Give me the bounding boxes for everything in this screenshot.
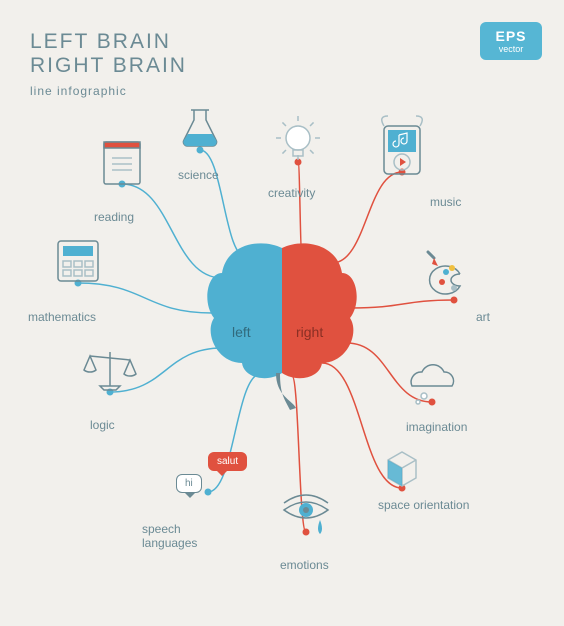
label-reading: reading [94, 210, 134, 224]
label-space: space orientation [378, 498, 469, 512]
lightbulb-icon [276, 116, 320, 160]
brain-right-label: right [296, 324, 323, 340]
scales-icon [84, 352, 136, 390]
label-music: music [430, 195, 461, 209]
label-logic: logic [90, 418, 115, 432]
music-player-icon [382, 116, 423, 174]
label-speech-2: languages [142, 536, 197, 550]
calculator-icon [58, 241, 98, 281]
brain-icon [207, 243, 356, 410]
speech-bubble-salut: salut [208, 452, 247, 471]
cube-icon [388, 452, 416, 486]
cloud-icon [411, 365, 453, 404]
label-science: science [178, 168, 219, 182]
label-emotions: emotions [280, 558, 329, 572]
label-creativity: creativity [268, 186, 315, 200]
eye-icon [284, 495, 328, 534]
label-art: art [476, 310, 490, 324]
brain-left-label: left [232, 324, 251, 340]
label-mathematics: mathematics [28, 310, 96, 324]
label-imagination: imagination [406, 420, 467, 434]
palette-icon [428, 252, 460, 294]
speech-bubble-hi: hi [176, 474, 202, 493]
book-icon [104, 142, 140, 184]
label-speech: speech [142, 522, 181, 536]
flask-icon [183, 110, 216, 146]
